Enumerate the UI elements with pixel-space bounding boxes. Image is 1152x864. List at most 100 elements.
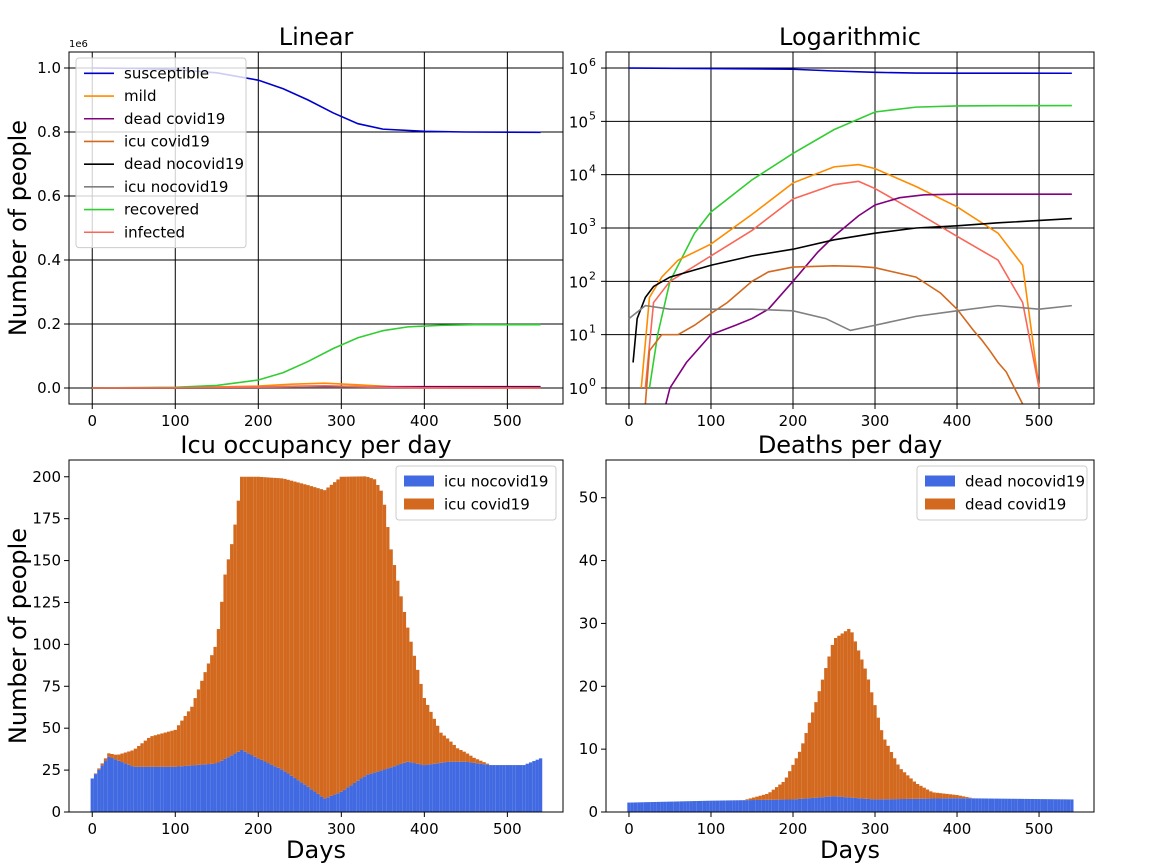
plot-area [627, 628, 1074, 812]
bar-icu-covid19 [426, 704, 430, 765]
bar-dead-nocovid19 [722, 800, 726, 812]
bar-icu-nocovid19 [309, 789, 314, 812]
bar-icu-covid19 [416, 669, 420, 764]
y-tick-label: 75 [42, 677, 61, 695]
bar-icu-nocovid19 [296, 780, 300, 812]
bar-dead-nocovid19 [971, 798, 976, 812]
bar-icu-nocovid19 [416, 763, 420, 812]
linear-chart: 0 100 200 300 400 500 0.0 0.2 0.4 0.6 0.8 1.0 1e6 Lin… [4, 23, 564, 430]
bar-icu-nocovid19 [519, 765, 523, 812]
x-tick-label: 400 [410, 412, 439, 430]
bar-dead-nocovid19 [709, 800, 713, 812]
bar-dead-nocovid19 [702, 800, 707, 812]
bar-dead-nocovid19 [1011, 798, 1015, 812]
bar-dead-nocovid19 [745, 800, 749, 812]
bar-icu-covid19 [266, 477, 270, 764]
bar-dead-nocovid19 [873, 799, 877, 812]
bar-icu-nocovid19 [143, 766, 148, 812]
bar-icu-nocovid19 [240, 749, 244, 812]
y-tick-label: 0 [588, 803, 598, 821]
bar-icu-covid19 [190, 706, 194, 766]
y-tick-exponent: 6 [589, 56, 596, 69]
bar-dead-covid19 [814, 702, 818, 798]
legend: icu nocovid19 icu covid19 [395, 465, 557, 521]
bar-icu-nocovid19 [259, 759, 264, 812]
bar-icu-nocovid19 [372, 772, 377, 812]
bar-icu-covid19 [349, 476, 353, 786]
bar-icu-nocovid19 [180, 766, 184, 812]
y-tick-label: 0.8 [37, 123, 61, 141]
y-offset-label: 1e6 [69, 39, 88, 50]
bar-icu-nocovid19 [445, 761, 450, 812]
bar-icu-covid19 [293, 481, 297, 778]
bar-dead-covid19 [922, 787, 926, 799]
bar-icu-covid19 [163, 732, 167, 767]
bar-icu-nocovid19 [289, 775, 294, 812]
bar-dead-nocovid19 [801, 798, 805, 812]
bar-icu-nocovid19 [117, 760, 121, 812]
bar-icu-covid19 [442, 735, 446, 763]
bar-icu-nocovid19 [103, 761, 108, 812]
bar-dead-nocovid19 [663, 801, 667, 812]
bar-dead-covid19 [961, 796, 966, 799]
y-tick-label: 103 [569, 216, 596, 238]
x-axis-label: Days [820, 836, 880, 864]
bar-icu-nocovid19 [183, 765, 187, 812]
bar-dead-nocovid19 [1017, 798, 1021, 812]
bar-icu-covid19 [472, 757, 476, 763]
bar-icu-covid19 [283, 478, 287, 772]
bar-icu-nocovid19 [429, 764, 433, 812]
bar-dead-nocovid19 [978, 798, 982, 812]
bar-icu-nocovid19 [216, 762, 221, 812]
bar-icu-covid19 [429, 711, 433, 765]
bar-dead-nocovid19 [1037, 799, 1041, 812]
bar-icu-nocovid19 [472, 762, 476, 812]
y-tick-base: 10 [569, 60, 588, 78]
bar-icu-nocovid19 [133, 766, 138, 812]
legend-label: icu nocovid19 [444, 473, 548, 491]
bar-dead-nocovid19 [627, 802, 631, 812]
bar-icu-covid19 [130, 750, 134, 767]
bar-dead-nocovid19 [817, 797, 821, 812]
bar-icu-nocovid19 [130, 766, 134, 812]
bar-icu-nocovid19 [435, 763, 440, 812]
bar-dead-nocovid19 [856, 798, 861, 812]
bar-dead-covid19 [774, 787, 779, 800]
bar-icu-nocovid19 [326, 797, 330, 812]
bar-icu-nocovid19 [266, 763, 270, 812]
bar-dead-nocovid19 [735, 800, 739, 812]
bar-dead-covid19 [889, 752, 894, 800]
bar-dead-nocovid19 [938, 798, 943, 812]
bar-dead-covid19 [876, 717, 880, 800]
bar-icu-covid19 [419, 683, 423, 765]
x-tick-label: 500 [1025, 820, 1054, 838]
bar-icu-nocovid19 [236, 751, 241, 812]
bar-icu-nocovid19 [226, 757, 231, 812]
axes-frame [68, 51, 564, 405]
y-tick-label: 40 [579, 552, 598, 570]
bar-icu-covid19 [392, 565, 397, 767]
x-tick-label: 200 [779, 820, 808, 838]
bar-dead-covid19 [866, 679, 871, 799]
bar-icu-nocovid19 [479, 763, 483, 812]
legend-label: icu nocovid19 [124, 178, 228, 196]
bar-icu-nocovid19 [502, 765, 506, 812]
bar-icu-covid19 [143, 740, 148, 767]
bar-dead-covid19 [909, 778, 913, 799]
bar-dead-covid19 [906, 775, 910, 799]
bar-icu-covid19 [286, 479, 290, 774]
x-tick-label: 300 [327, 412, 356, 430]
bar-icu-nocovid19 [333, 794, 337, 812]
bar-icu-nocovid19 [233, 753, 237, 812]
y-tick-label: 50 [579, 489, 598, 507]
bar-icu-covid19 [326, 487, 330, 798]
bar-dead-nocovid19 [879, 799, 884, 812]
y-tick-label: 200 [32, 468, 61, 486]
bar-dead-nocovid19 [1060, 799, 1064, 812]
x-tick-label: 100 [697, 412, 726, 430]
bar-icu-covid19 [127, 751, 131, 765]
bar-dead-nocovid19 [896, 799, 900, 812]
bar-dead-nocovid19 [1040, 799, 1044, 812]
x-tick-label: 500 [493, 412, 522, 430]
